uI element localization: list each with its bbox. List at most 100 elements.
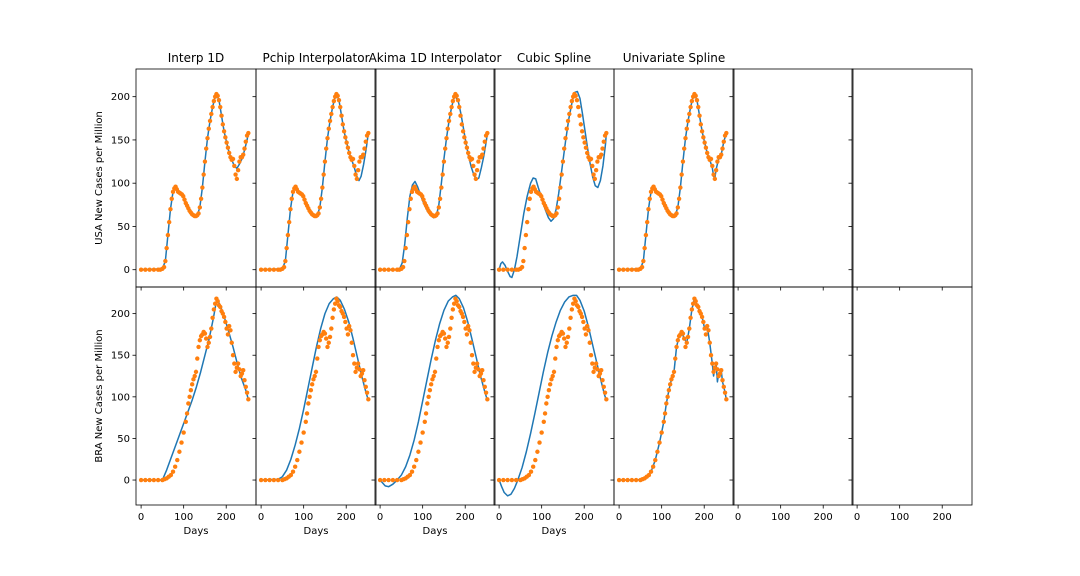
observed-point [235,168,241,173]
observed-point [331,307,337,312]
x-axis-label: Days [304,526,329,537]
observed-point [165,232,171,238]
observed-point [446,118,452,124]
observed-point [641,258,646,264]
subplot-title: Akima 1D Interpolator [369,51,502,65]
observed-point [480,368,485,373]
observed-point [576,104,581,110]
observed-point [509,477,515,483]
observed-point [537,440,542,445]
observed-point [704,323,710,329]
observed-point [562,146,567,151]
observed-point [687,326,692,331]
observed-point [316,344,321,350]
observed-point [317,338,323,343]
series-group [496,294,609,497]
observed-point [440,172,445,177]
x-tick-label: 0 [496,512,502,523]
observed-point [143,477,148,483]
observed-point [597,371,603,376]
observed-point [330,104,335,110]
observed-point [666,387,672,393]
observed-point [583,332,589,337]
observed-point [629,477,635,483]
axes-frame [732,286,854,506]
observed-point [216,97,222,103]
observed-point [362,377,367,383]
observed-point [363,384,368,390]
observed-point [422,419,427,424]
observed-point [524,219,530,225]
observed-point [648,469,654,474]
observed-point [472,369,477,375]
x-axis-label: Days [423,526,448,537]
observed-point [573,93,578,99]
observed-point [722,390,728,395]
observed-point [699,129,705,134]
observed-point [204,336,209,341]
x-tick-label: 100 [294,512,313,523]
observed-point [653,457,658,463]
observed-point [377,477,383,483]
observed-point [161,264,167,270]
observed-point [478,371,484,376]
observed-point [339,113,344,118]
observed-point [560,159,566,164]
observed-point [181,193,186,199]
observed-point [235,361,241,366]
observed-point [712,176,718,182]
observed-point [352,163,357,169]
observed-point [324,336,329,341]
observed-point [184,411,190,416]
observed-point [559,172,564,177]
observed-point [390,267,396,272]
observed-point [602,390,608,395]
x-tick-label: 100 [174,512,193,523]
axes-frame [613,286,735,506]
observed-point [288,206,293,212]
observed-point [633,477,639,483]
observed-point [530,464,536,469]
observed-point [336,97,342,103]
observed-point [196,211,201,216]
y-tick-label: 50 [117,434,130,445]
subplot-r0-c1: Pchip Interpolator [252,51,377,291]
observed-point [164,245,169,251]
observed-point [382,267,387,272]
observed-point [682,336,687,341]
observed-point [434,356,439,361]
observed-point [449,104,454,110]
observed-point [186,401,191,406]
observed-point [215,93,220,99]
observed-point [601,139,606,144]
observed-point [560,331,566,336]
observed-point [350,353,356,358]
observed-point [592,176,598,182]
observed-point [480,152,485,157]
x-tick-label: 200 [217,512,236,523]
observed-point [569,98,575,104]
observed-point [189,382,195,387]
x-tick-label: 200 [933,512,952,523]
observed-point [558,185,563,190]
observed-point [528,469,534,474]
observed-point [335,298,340,304]
observed-point [343,135,348,140]
observed-point [234,176,240,182]
observed-point [177,449,182,454]
y-tick-label: 0 [124,476,130,487]
observed-point [425,401,430,406]
observed-point [209,326,214,331]
observed-point [568,104,573,110]
observed-point [450,98,456,104]
observed-point [327,334,333,340]
observed-point [400,264,406,270]
observed-point [469,353,475,358]
observed-point [357,159,362,164]
observed-point [599,152,604,157]
observed-point [550,373,555,379]
observed-point [446,334,452,340]
observed-point [302,197,307,202]
observed-point [577,113,582,118]
observed-point [304,411,310,416]
